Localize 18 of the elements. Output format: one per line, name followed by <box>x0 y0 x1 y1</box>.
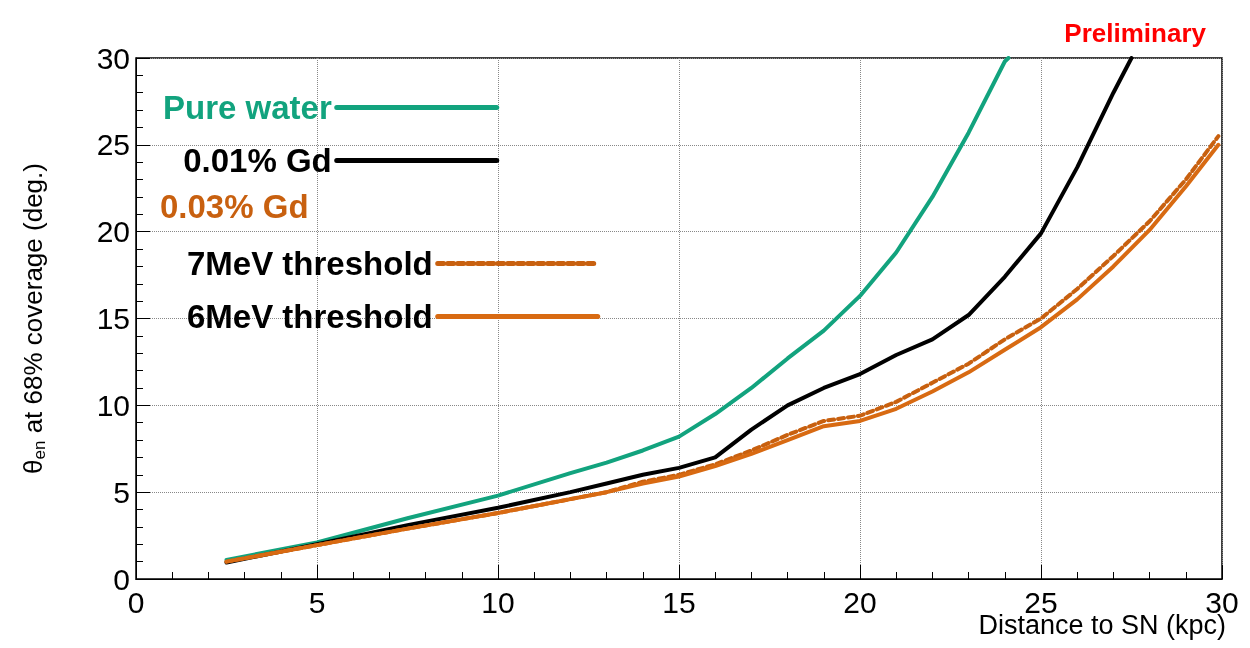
y-tick-label: 30 <box>96 41 130 75</box>
x-tick-label: 5 <box>308 585 326 619</box>
y-tick-label: 0 <box>113 562 130 596</box>
legend-title: 0.03% Gd <box>160 188 309 225</box>
legend-label: 6MeV threshold <box>186 298 433 335</box>
legend-label: 0.01% Gd <box>183 142 332 179</box>
y-tick-label: 20 <box>96 215 130 249</box>
legend-label: Pure water <box>162 89 332 126</box>
y-tick-label: 10 <box>96 388 130 422</box>
x-tick-label: 15 <box>662 585 696 619</box>
legend-label: 7MeV threshold <box>186 245 433 282</box>
y-tick-label: 5 <box>113 475 130 509</box>
y-tick-label: 25 <box>96 128 130 162</box>
y-axis-title: θen at 68% coverage (deg.) <box>17 163 49 474</box>
y-tick-label: 15 <box>96 302 130 335</box>
x-tick-label: 10 <box>481 585 515 619</box>
x-tick-label: 20 <box>843 585 877 619</box>
text: Preliminary <box>1064 18 1207 48</box>
